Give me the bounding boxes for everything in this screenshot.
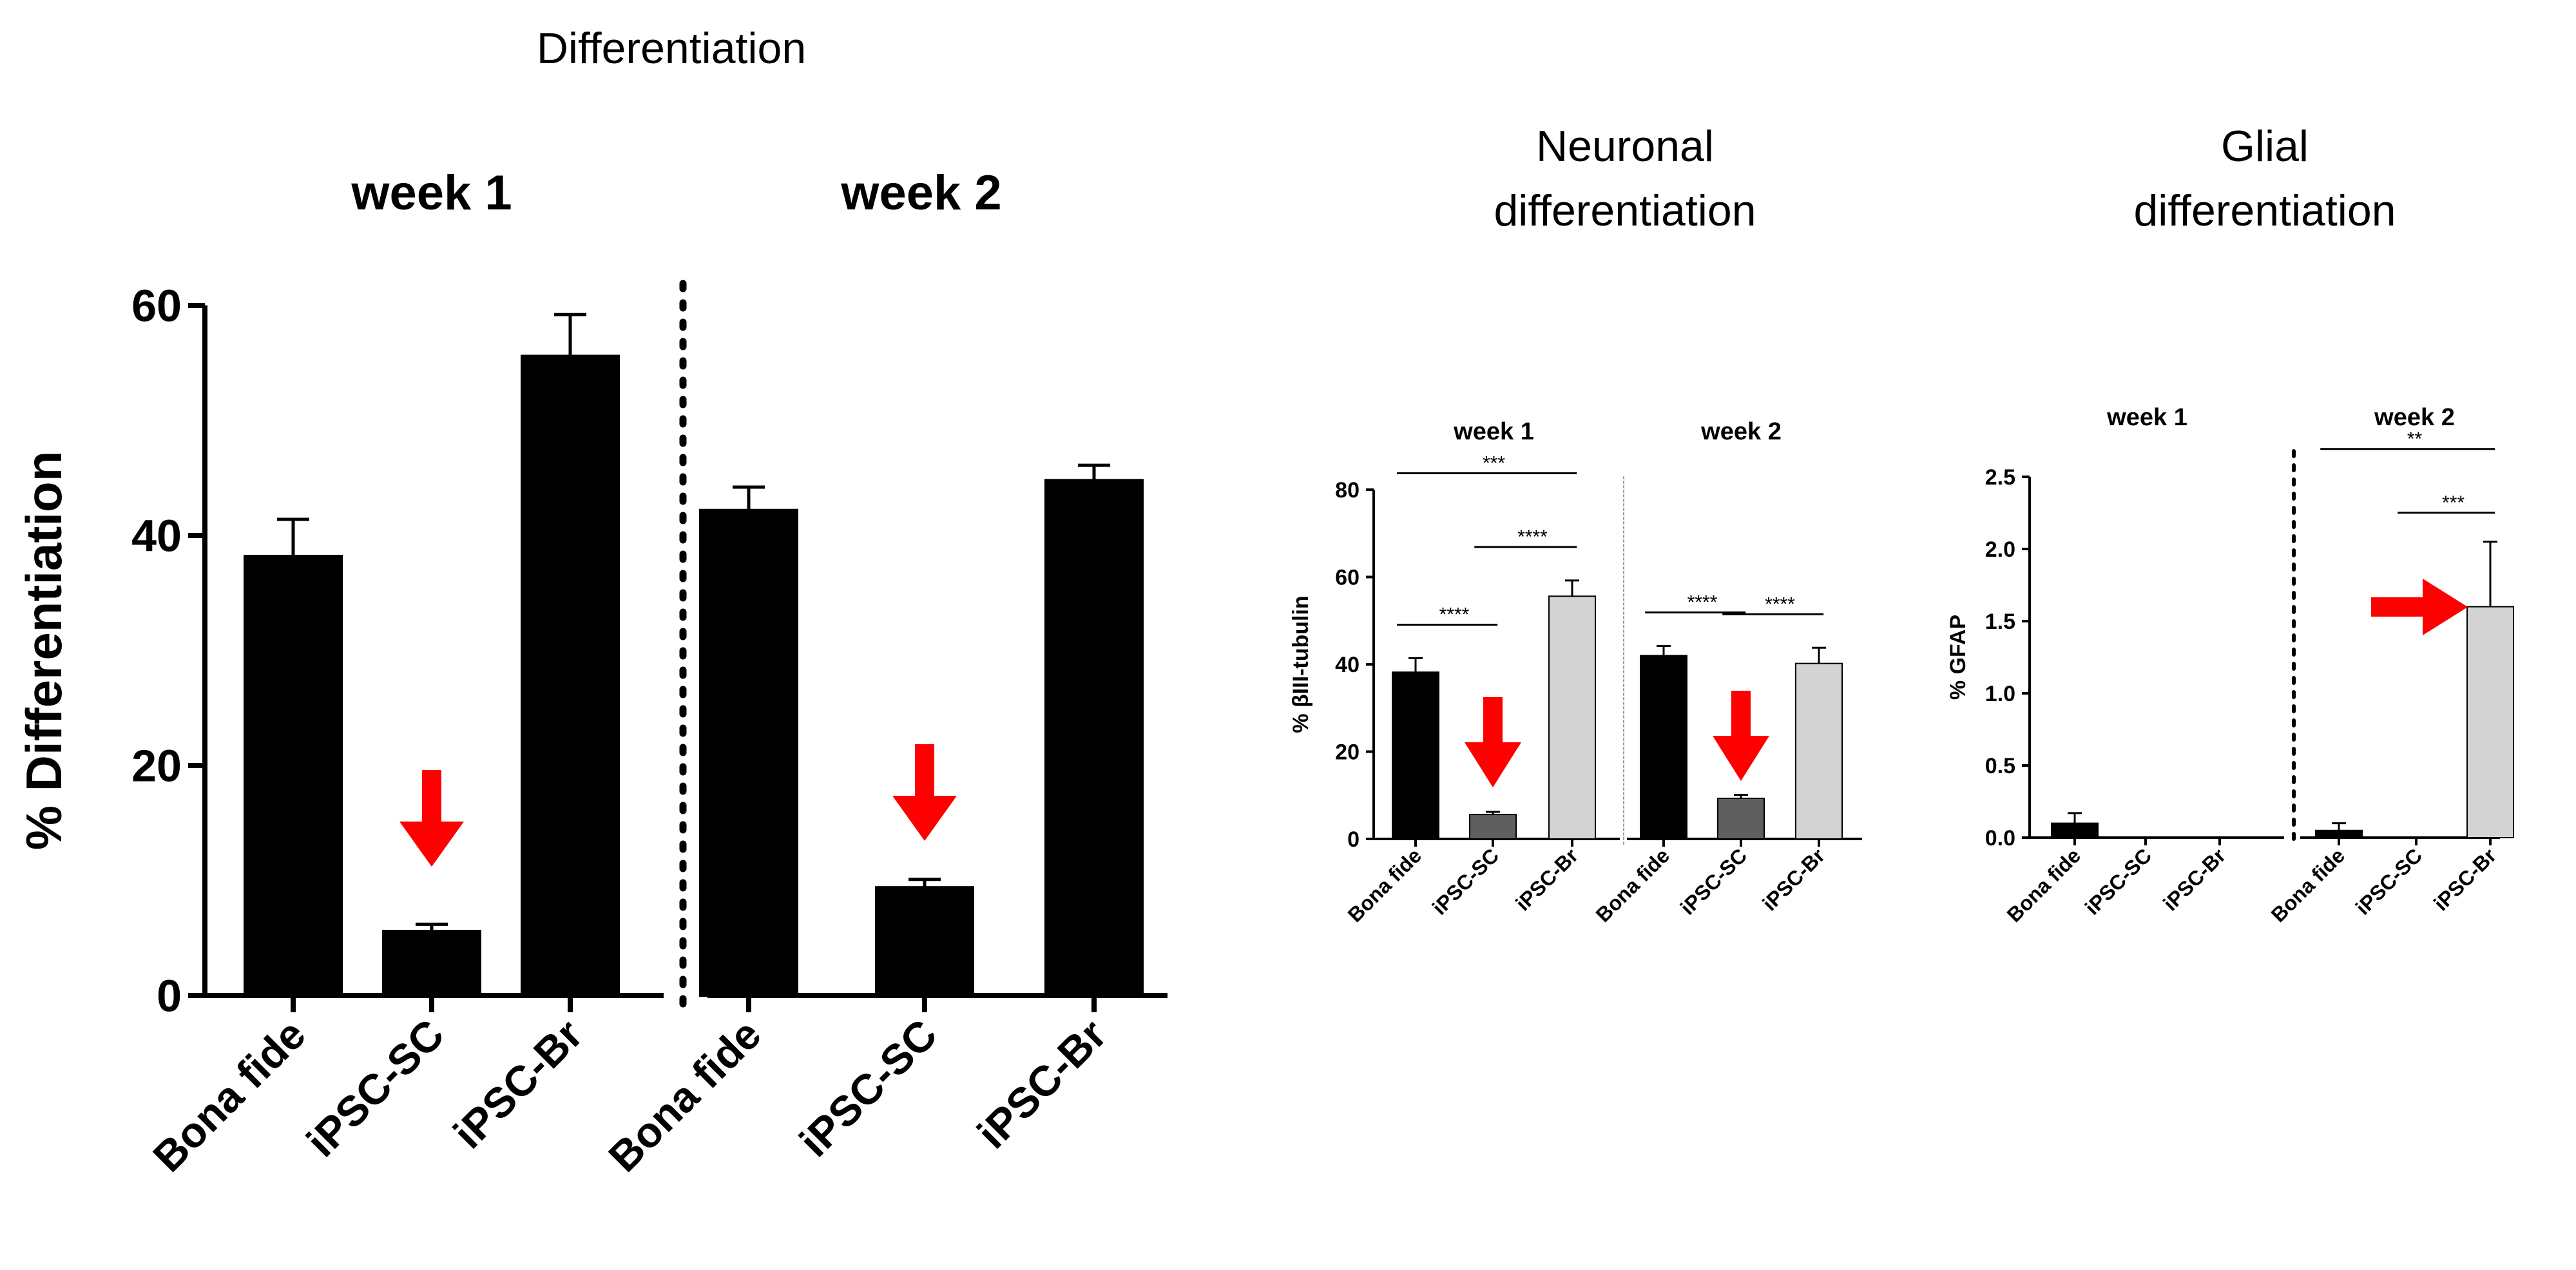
- significance-label: ****: [1517, 526, 1548, 548]
- panel-title: week 2: [2374, 404, 2455, 431]
- y-tick-label: 0: [157, 971, 182, 1021]
- bar: [1548, 595, 1596, 840]
- y-tick-label: 60: [1335, 565, 1360, 590]
- y-axis-label: % Differentiation: [15, 451, 72, 851]
- category-label: Bona fide: [1343, 843, 1427, 927]
- significance-label: **: [2407, 428, 2423, 450]
- y-tick-label: 1.5: [1985, 610, 2015, 634]
- significance-label: ****: [1439, 604, 1470, 626]
- bar: [1640, 655, 1687, 840]
- bar: [1044, 479, 1144, 997]
- bar: [699, 508, 798, 997]
- significance-label: ***: [2442, 492, 2465, 514]
- glial-caption-line2: differentiation: [2133, 186, 2396, 235]
- y-tick-label: 20: [131, 741, 182, 791]
- significance-label: ***: [1483, 453, 1505, 474]
- bar: [2466, 606, 2514, 838]
- category-label: iPSC-Br: [444, 1010, 591, 1158]
- category-label: Bona fide: [144, 1010, 314, 1181]
- bar: [2315, 829, 2363, 839]
- neuronal-caption-line2: differentiation: [1494, 186, 1756, 235]
- y-axis-label: % βIII-tubulin: [1289, 595, 1313, 733]
- red-arrow: [399, 770, 464, 867]
- glial-caption-line1: Glial: [2221, 122, 2309, 171]
- panel-title: week 2: [1700, 418, 1782, 445]
- category-label: iPSC-Br: [968, 1010, 1115, 1158]
- y-tick-label: 20: [1335, 740, 1360, 764]
- y-tick-label: 0: [1347, 827, 1360, 852]
- category-label: iPSC-Br: [1511, 843, 1582, 915]
- y-tick-label: 40: [1335, 653, 1360, 677]
- category-label: iPSC-SC: [1676, 843, 1751, 919]
- bar: [875, 886, 974, 997]
- panel-title: week 1: [2106, 404, 2187, 431]
- y-tick-label: 0.5: [1985, 754, 2015, 778]
- category-label: Bona fide: [2003, 843, 2086, 927]
- y-axis-label: % GFAP: [1946, 615, 1970, 700]
- y-tick-label: 0.0: [1985, 826, 2015, 851]
- bar: [382, 930, 481, 997]
- y-tick-label: 40: [131, 511, 182, 561]
- category-label: Bona fide: [599, 1010, 770, 1181]
- y-tick-label: 80: [1335, 478, 1360, 503]
- category-label: iPSC-Br: [2158, 843, 2230, 915]
- category-label: iPSC-SC: [297, 1010, 453, 1166]
- bar: [1392, 671, 1439, 840]
- significance-label: ****: [1765, 593, 1795, 615]
- category-label: iPSC-SC: [2081, 843, 2156, 919]
- category-label: iPSC-Br: [2429, 843, 2501, 915]
- main-caption: Differentiation: [537, 24, 806, 73]
- category-label: iPSC-SC: [1428, 843, 1503, 919]
- bar: [1717, 797, 1765, 840]
- category-label: Bona fide: [1591, 843, 1675, 927]
- red-arrow: [1713, 691, 1769, 781]
- y-tick-label: 2.5: [1985, 465, 2015, 490]
- category-label: iPSC-SC: [2351, 843, 2427, 919]
- red-arrow: [2371, 579, 2468, 635]
- category-label: Bona fide: [2267, 843, 2350, 927]
- y-tick-label: 60: [131, 281, 182, 331]
- red-arrow: [1465, 697, 1521, 787]
- category-label: iPSC-Br: [1758, 843, 1829, 915]
- red-arrow: [892, 744, 957, 841]
- bar: [244, 555, 343, 997]
- panel-title: week 2: [840, 166, 1001, 220]
- category-label: iPSC-SC: [790, 1010, 946, 1166]
- panel-title: week 1: [1453, 418, 1534, 445]
- y-tick-label: 1.0: [1985, 682, 2015, 706]
- bar: [521, 354, 620, 997]
- significance-label: ****: [1687, 592, 1718, 613]
- neuronal-caption-line1: Neuronal: [1536, 122, 1714, 171]
- bar: [1795, 662, 1843, 840]
- bar: [2051, 822, 2099, 838]
- bar: [1469, 814, 1517, 840]
- y-tick-label: 2.0: [1985, 537, 2015, 562]
- panel-title: week 1: [351, 166, 512, 220]
